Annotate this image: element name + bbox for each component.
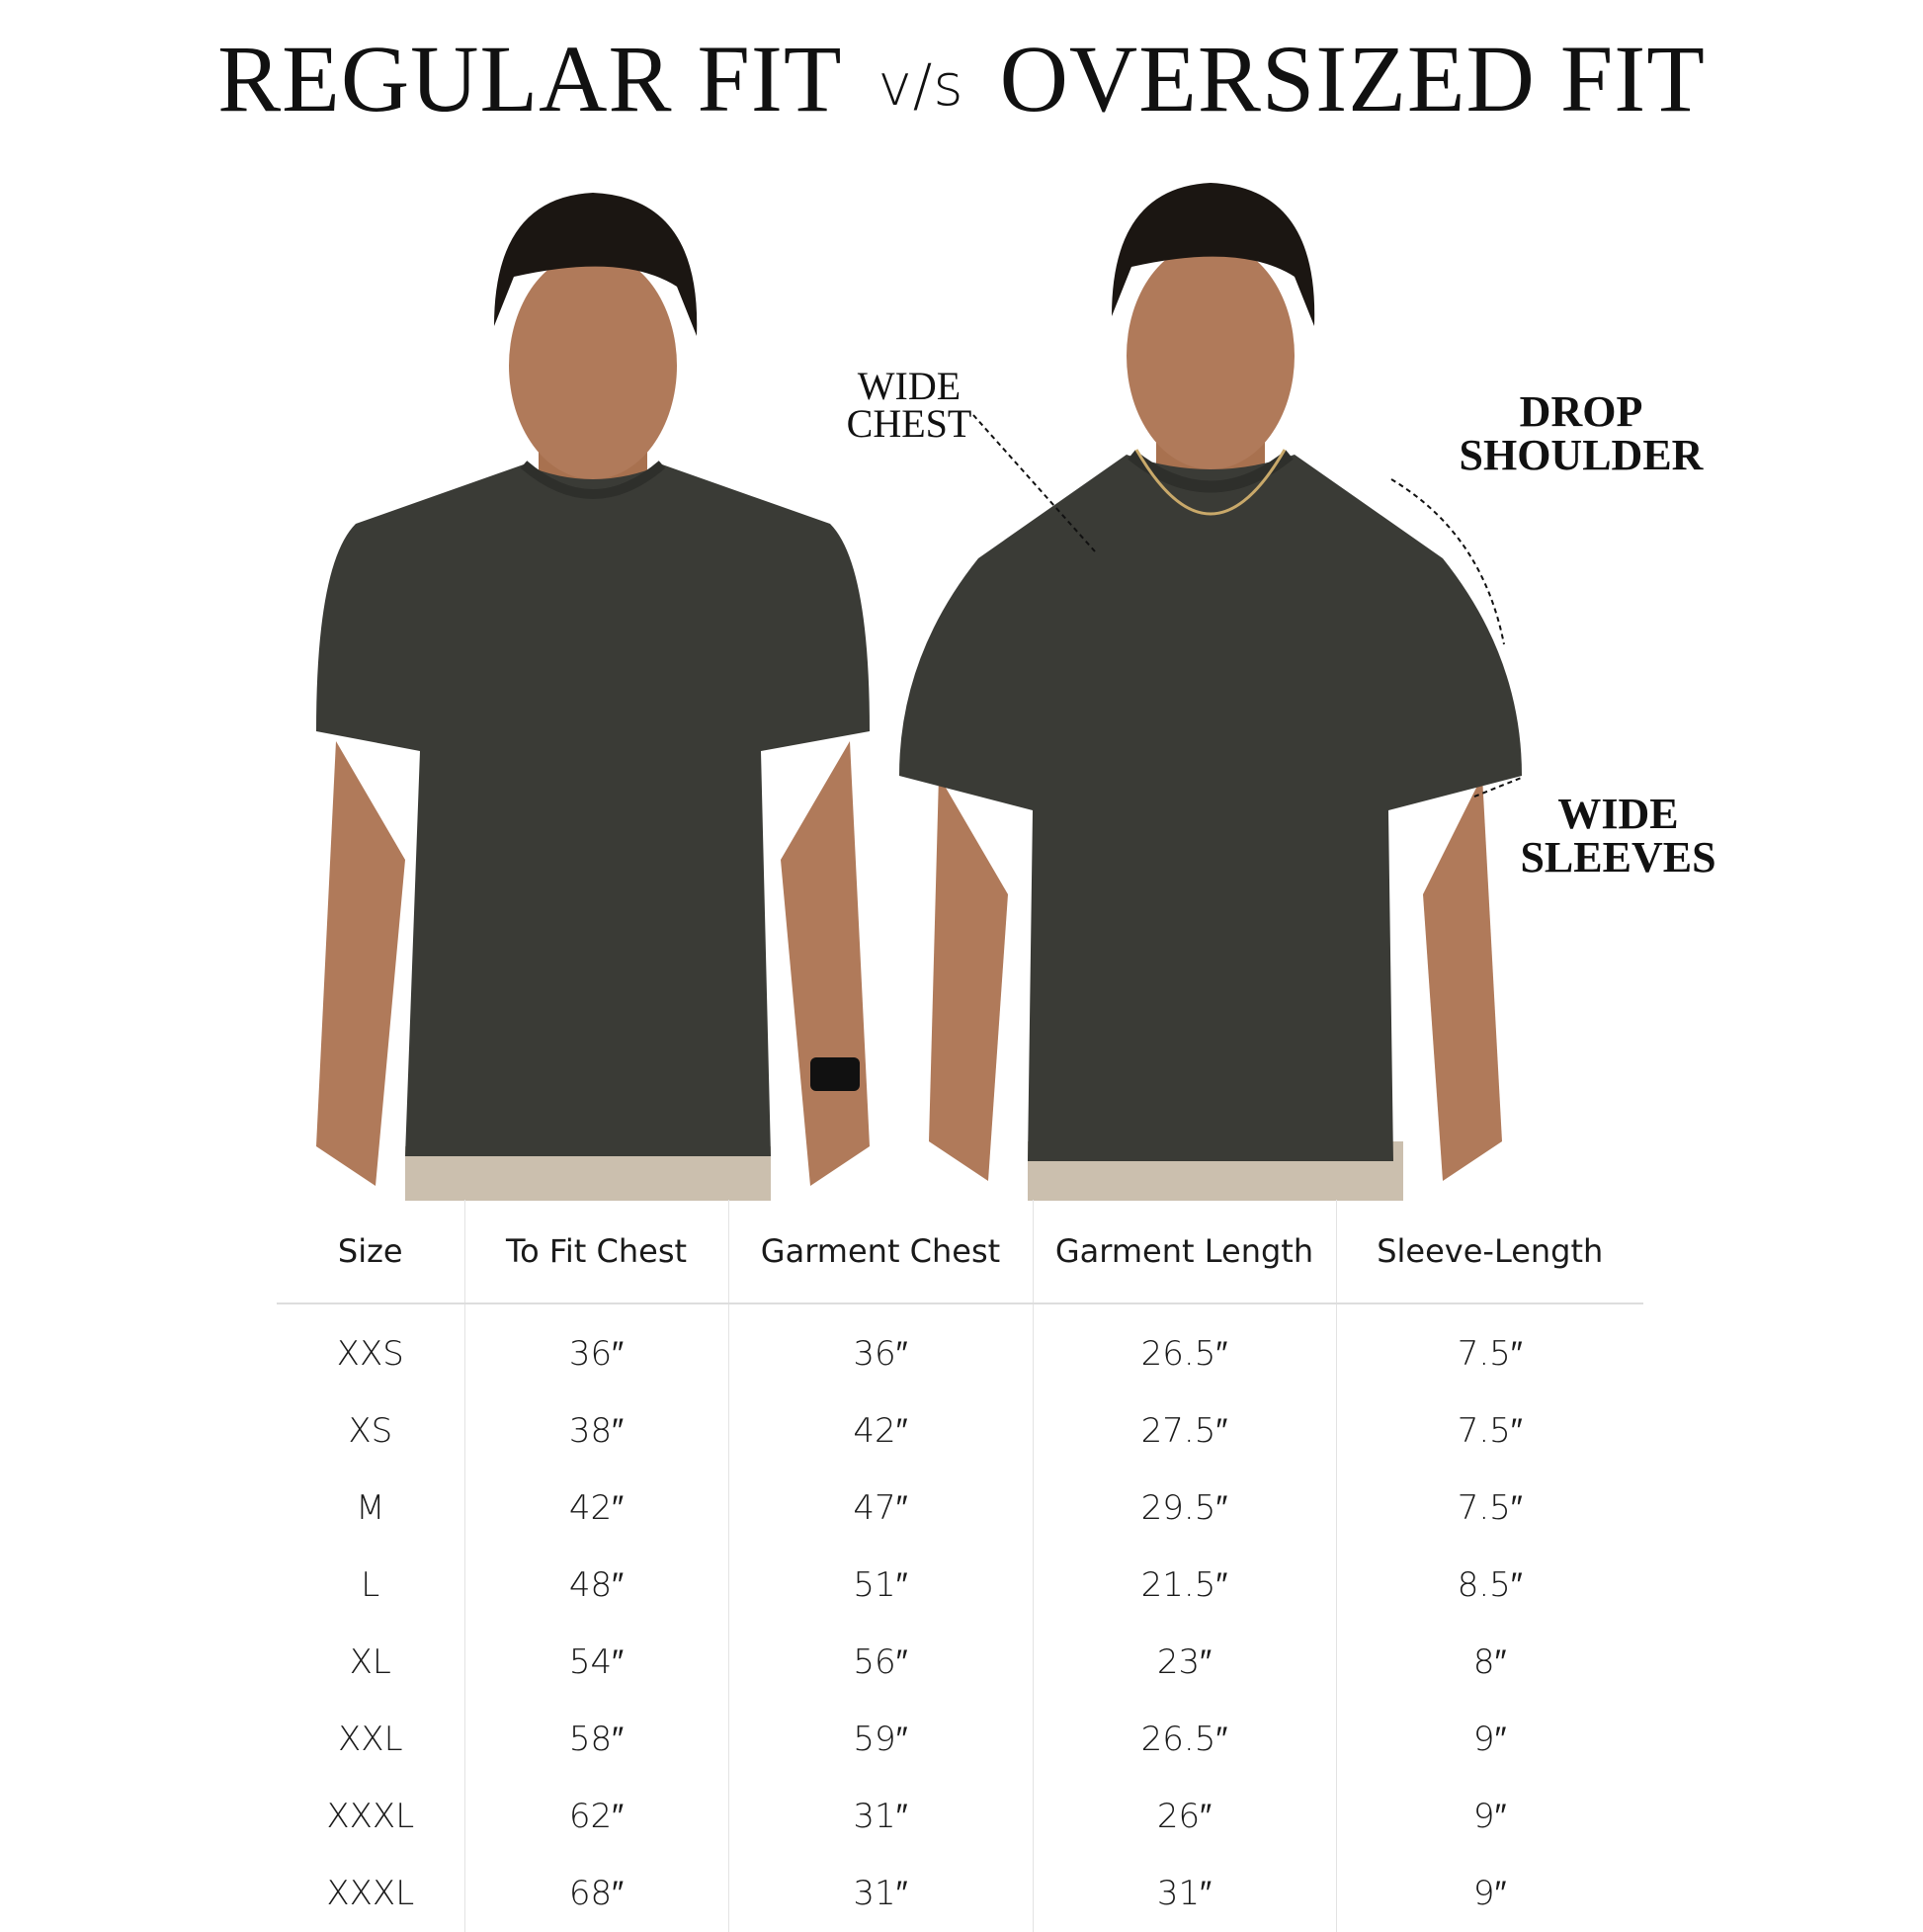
- cell-garment-length: 29.5″: [1032, 1470, 1336, 1547]
- cell-garment-chest: 31″: [727, 1855, 1033, 1932]
- cell-sleeve-length: 9″: [1335, 1855, 1643, 1932]
- cell-garment-length: 27.5″: [1032, 1392, 1336, 1470]
- cell-to-fit-chest: 48″: [463, 1547, 728, 1624]
- table-row: XS 38″ 42″ 27.5″ 7.5″: [277, 1392, 1643, 1470]
- annotation-arrows: [972, 414, 1525, 798]
- cell-sleeve-length: 7.5″: [1335, 1303, 1643, 1392]
- cell-size: XL: [349, 1642, 391, 1682]
- header-size: Size: [277, 1200, 464, 1304]
- table-row: L 48″ 51″ 21.5″ 8.5″: [277, 1547, 1643, 1624]
- cell-garment-chest: 59″: [727, 1701, 1033, 1778]
- header-garment-length: Garment Length: [1032, 1200, 1336, 1304]
- table-row: XXXL 62″ 31″ 26″ 9″: [277, 1778, 1643, 1855]
- cell-to-fit-chest: 38″: [463, 1392, 728, 1470]
- cell-to-fit-chest: 58″: [463, 1701, 728, 1778]
- cell-garment-length: 23″: [1032, 1624, 1336, 1701]
- oversized-fit-model-image: [899, 183, 1522, 1201]
- title-vs: v/s: [878, 51, 964, 119]
- cell-sleeve-length: 8.5″: [1335, 1547, 1643, 1624]
- page-title: REGULAR FIT v/s OVERSIZED FIT: [0, 20, 1923, 144]
- cell-size: M: [356, 1488, 385, 1528]
- cell-size: L: [361, 1565, 380, 1605]
- cell-garment-length: 26″: [1032, 1778, 1336, 1855]
- cell-sleeve-length: 9″: [1335, 1701, 1643, 1778]
- cell-garment-length: 31″: [1032, 1855, 1336, 1932]
- annotation-line: DROP: [1519, 387, 1643, 436]
- cell-sleeve-length: 9″: [1335, 1778, 1643, 1855]
- cell-to-fit-chest: 68″: [463, 1855, 728, 1932]
- cell-sleeve-length: 7.5″: [1335, 1392, 1643, 1470]
- cell-size: XXXL: [326, 1797, 415, 1836]
- cell-garment-length: 26.5″: [1032, 1303, 1336, 1392]
- cell-garment-chest: 42″: [727, 1392, 1033, 1470]
- annotation-line: WIDE: [857, 364, 962, 408]
- table-header-row: Size To Fit Chest Garment Chest Garment …: [277, 1200, 1643, 1304]
- drop-shoulder-arrow: [1390, 478, 1505, 645]
- cell-garment-chest: 31″: [727, 1778, 1033, 1855]
- cell-size: XXL: [337, 1720, 403, 1759]
- cell-to-fit-chest: 54″: [463, 1624, 728, 1701]
- cell-garment-chest: 56″: [727, 1624, 1033, 1701]
- cell-garment-chest: 36″: [727, 1303, 1033, 1392]
- table-row: XXL 58″ 59″ 26.5″ 9″: [277, 1701, 1643, 1778]
- cell-sleeve-length: 8″: [1335, 1624, 1643, 1701]
- annotation-line: SLEEVES: [1520, 833, 1716, 882]
- annotation-drop-shoulder: DROP SHOULDER: [1433, 390, 1729, 477]
- cell-to-fit-chest: 36″: [463, 1303, 728, 1392]
- annotation-wide-sleeves: WIDE SLEEVES: [1512, 793, 1724, 880]
- annotation-wide-chest: WIDE CHEST: [835, 364, 983, 446]
- title-regular-fit: REGULAR FIT: [217, 26, 843, 131]
- annotation-line: CHEST: [846, 401, 972, 446]
- cell-garment-chest: 51″: [727, 1547, 1033, 1624]
- header-sleeve-length: Sleeve-Length: [1335, 1200, 1643, 1304]
- table-row: M 42″ 47″ 29.5″ 7.5″: [277, 1470, 1643, 1547]
- header-garment-chest: Garment Chest: [727, 1200, 1033, 1304]
- cell-to-fit-chest: 42″: [463, 1470, 728, 1547]
- table-row: XXS 36″ 36″ 26.5″ 7.5″: [277, 1303, 1643, 1392]
- regular-fit-model-image: [316, 193, 870, 1201]
- size-chart-table: Size To Fit Chest Garment Chest Garment …: [277, 1200, 1643, 1932]
- cell-size: XS: [348, 1411, 393, 1451]
- cell-garment-chest: 47″: [727, 1470, 1033, 1547]
- cell-size: XXXL: [326, 1874, 415, 1913]
- title-oversized-fit: OVERSIZED FIT: [999, 26, 1706, 131]
- cell-garment-length: 26.5″: [1032, 1701, 1336, 1778]
- wide-chest-arrow: [972, 414, 1096, 552]
- annotation-line: SHOULDER: [1459, 431, 1704, 479]
- table-row: XXXL 68″ 31″ 31″ 9″: [277, 1855, 1643, 1932]
- cell-to-fit-chest: 62″: [463, 1778, 728, 1855]
- annotation-line: WIDE: [1557, 790, 1679, 838]
- table-row: XL 54″ 56″ 23″ 8″: [277, 1624, 1643, 1701]
- cell-size: XXS: [336, 1334, 404, 1374]
- cell-sleeve-length: 7.5″: [1335, 1470, 1643, 1547]
- cell-garment-length: 21.5″: [1032, 1547, 1336, 1624]
- header-to-fit-chest: To Fit Chest: [463, 1200, 728, 1304]
